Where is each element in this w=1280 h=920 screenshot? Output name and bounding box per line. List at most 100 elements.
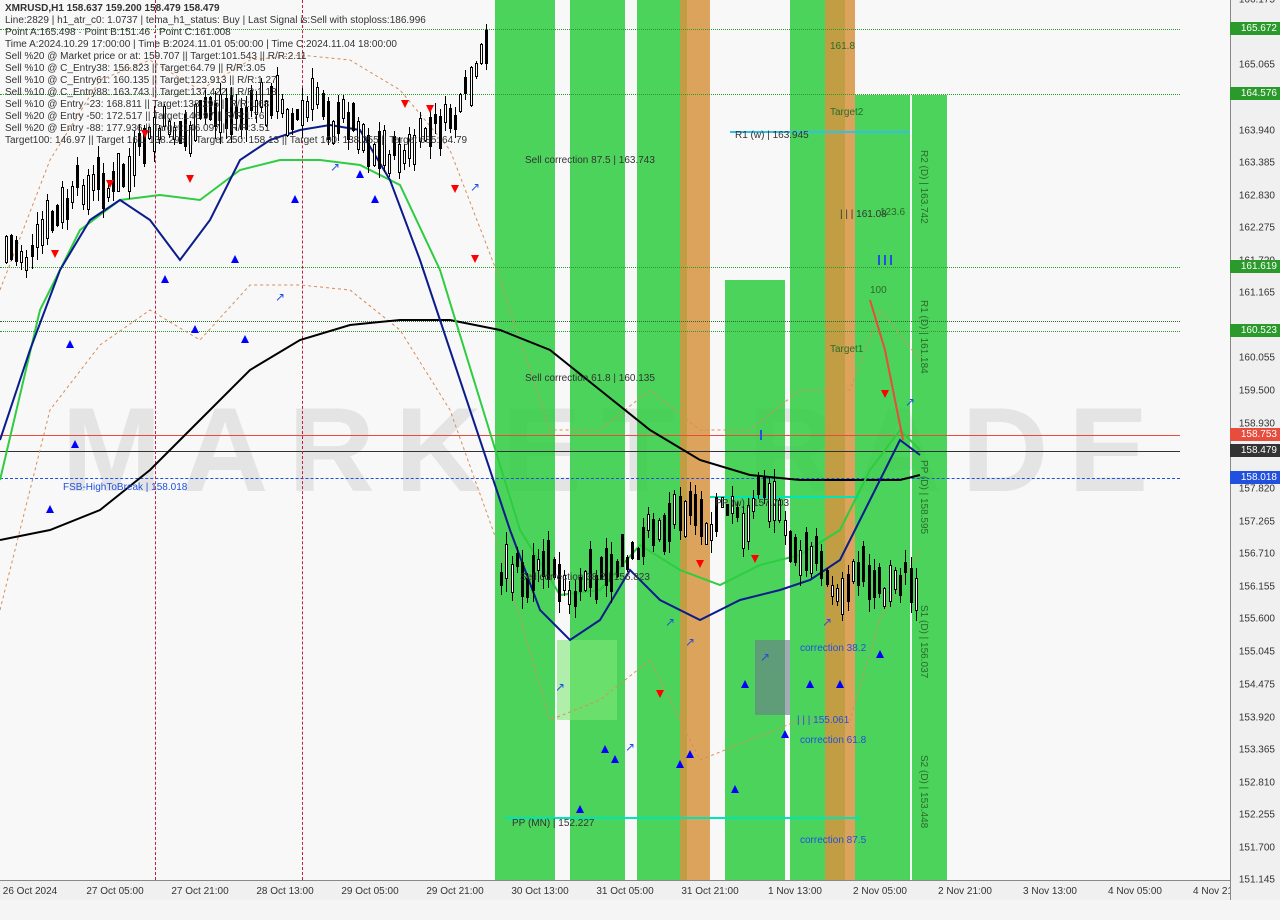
arrow-up-icon bbox=[676, 760, 684, 768]
horizontal-level bbox=[0, 321, 1180, 322]
x-tick-label: 29 Oct 05:00 bbox=[341, 886, 398, 897]
price-marker: 160.523 bbox=[1230, 324, 1280, 337]
arrow-diag-icon: ↗ bbox=[275, 290, 285, 304]
arrow-down-icon bbox=[51, 250, 59, 258]
y-tick-label: 151.145 bbox=[1239, 875, 1275, 886]
price-marker: 164.576 bbox=[1230, 87, 1280, 100]
price-marker: 161.619 bbox=[1230, 260, 1280, 273]
arrow-up-icon bbox=[291, 195, 299, 203]
chart-annotation: Target2 bbox=[830, 107, 863, 118]
x-tick-label: 27 Oct 05:00 bbox=[86, 886, 143, 897]
y-tick-label: 152.255 bbox=[1239, 810, 1275, 821]
chart-annotation: 161.8 bbox=[830, 41, 855, 52]
arrow-diag-icon: ↗ bbox=[555, 680, 565, 694]
arrow-down-icon bbox=[881, 390, 889, 398]
arrow-up-icon bbox=[741, 680, 749, 688]
price-marker: 158.479 bbox=[1230, 444, 1280, 457]
y-tick-label: 153.365 bbox=[1239, 745, 1275, 756]
y-tick-label: 165.065 bbox=[1239, 59, 1275, 70]
pivot-vertical-label: PP (D) | 158.595 bbox=[918, 460, 929, 534]
y-tick-label: 160.055 bbox=[1239, 353, 1275, 364]
tick-mark bbox=[760, 430, 762, 440]
arrow-down-icon bbox=[426, 105, 434, 113]
y-tick-label: 159.500 bbox=[1239, 385, 1275, 396]
y-tick-label: 151.700 bbox=[1239, 842, 1275, 853]
y-tick-label: 154.475 bbox=[1239, 680, 1275, 691]
y-tick-label: 157.265 bbox=[1239, 516, 1275, 527]
y-tick-label: 153.920 bbox=[1239, 712, 1275, 723]
arrow-diag-icon: ↗ bbox=[665, 615, 675, 629]
x-tick-label: 1 Nov 13:00 bbox=[768, 886, 822, 897]
chart-annotation: correction 38.2 bbox=[800, 643, 866, 654]
y-tick-label: 152.810 bbox=[1239, 777, 1275, 788]
chart-annotation: Target1 bbox=[830, 344, 863, 355]
horizontal-level bbox=[0, 478, 1180, 479]
arrow-up-icon bbox=[66, 340, 74, 348]
pivot-vertical-label: R1 (D) | 161.184 bbox=[918, 300, 929, 374]
pivot-vertical-label: S1 (D) | 156.037 bbox=[918, 605, 929, 678]
x-tick-label: 3 Nov 13:00 bbox=[1023, 886, 1077, 897]
x-tick-label: 2 Nov 21:00 bbox=[938, 886, 992, 897]
y-tick-label: 155.045 bbox=[1239, 646, 1275, 657]
y-tick-label: 162.275 bbox=[1239, 223, 1275, 234]
x-tick-label: 29 Oct 21:00 bbox=[426, 886, 483, 897]
x-tick-label: 26 Oct 2024 bbox=[3, 886, 57, 897]
fsb-label: FSB-HighToBreak | 158.018 bbox=[63, 482, 187, 493]
arrow-up-icon bbox=[191, 325, 199, 333]
x-tick-label: 28 Oct 13:00 bbox=[256, 886, 313, 897]
arrow-up-icon bbox=[71, 440, 79, 448]
info-line: Sell %20 @ Market price or at: 159.707 |… bbox=[5, 51, 306, 62]
x-tick-label: 31 Oct 21:00 bbox=[681, 886, 738, 897]
y-tick-label: 155.600 bbox=[1239, 614, 1275, 625]
chart-annotation: 100 bbox=[870, 285, 887, 296]
y-tick-label: 157.820 bbox=[1239, 484, 1275, 495]
horizontal-level bbox=[0, 267, 1180, 268]
x-tick-label: 2 Nov 05:00 bbox=[853, 886, 907, 897]
tick-mark bbox=[890, 255, 892, 265]
arrow-up-icon bbox=[46, 505, 54, 513]
x-tick-label: 4 Nov 05:00 bbox=[1108, 886, 1162, 897]
y-axis: 166.175165.672165.065164.576163.940163.3… bbox=[1230, 0, 1280, 900]
arrow-down-icon bbox=[471, 255, 479, 263]
green-zone bbox=[495, 0, 555, 880]
info-line: Sell %10 @ C_Entry88: 163.743 || Target:… bbox=[5, 87, 277, 98]
y-tick-label: 162.830 bbox=[1239, 190, 1275, 201]
y-tick-label: 156.155 bbox=[1239, 581, 1275, 592]
arrow-down-icon bbox=[656, 690, 664, 698]
arrow-diag-icon: ↗ bbox=[625, 740, 635, 754]
chart-title: XMRUSD,H1 158.637 159.200 158.479 158.47… bbox=[5, 3, 220, 14]
x-tick-label: 27 Oct 21:00 bbox=[171, 886, 228, 897]
chart-annotation: R1 (w) | 163.945 bbox=[735, 130, 809, 141]
y-tick-label: 166.175 bbox=[1239, 0, 1275, 6]
y-tick-label: 156.710 bbox=[1239, 549, 1275, 560]
arrow-down-icon bbox=[186, 175, 194, 183]
arrow-diag-icon: ↗ bbox=[685, 635, 695, 649]
arrow-down-icon bbox=[106, 180, 114, 188]
arrow-diag-icon: ↗ bbox=[470, 180, 480, 194]
pivot-vertical-label: R2 (D) | 163.742 bbox=[918, 150, 929, 224]
arrow-up-icon bbox=[781, 730, 789, 738]
arrow-down-icon bbox=[451, 185, 459, 193]
tick-mark bbox=[884, 255, 886, 265]
y-tick-label: 163.940 bbox=[1239, 125, 1275, 136]
arrow-diag-icon: ↗ bbox=[905, 395, 915, 409]
arrow-up-icon bbox=[601, 745, 609, 753]
chart-annotation: correction 61.8 bbox=[800, 735, 866, 746]
arrow-diag-icon: ↗ bbox=[330, 160, 340, 174]
arrow-up-icon bbox=[836, 680, 844, 688]
arrow-up-icon bbox=[356, 170, 364, 178]
arrow-down-icon bbox=[751, 555, 759, 563]
arrow-up-icon bbox=[806, 680, 814, 688]
info-line: Line:2829 | h1_atr_c0: 1.0737 | tema_h1_… bbox=[5, 15, 426, 26]
arrow-up-icon bbox=[686, 750, 694, 758]
arrow-up-icon bbox=[876, 650, 884, 658]
info-line: Sell %10 @ C_Entry61: 160.135 || Target:… bbox=[5, 75, 277, 86]
y-tick-label: 161.165 bbox=[1239, 288, 1275, 299]
chart-canvas[interactable]: MARKET RADE ↗↗↗↗↗↗↗↗↗↗ Sell correction 8… bbox=[0, 0, 1230, 900]
chart-annotation: 123.6 bbox=[880, 207, 905, 218]
arrow-up-icon bbox=[231, 255, 239, 263]
price-marker: 165.672 bbox=[1230, 22, 1280, 35]
pivot-vertical-label: S2 (D) | 153.448 bbox=[918, 755, 929, 828]
light-green-zone bbox=[557, 640, 617, 720]
price-marker: 158.018 bbox=[1230, 471, 1280, 484]
